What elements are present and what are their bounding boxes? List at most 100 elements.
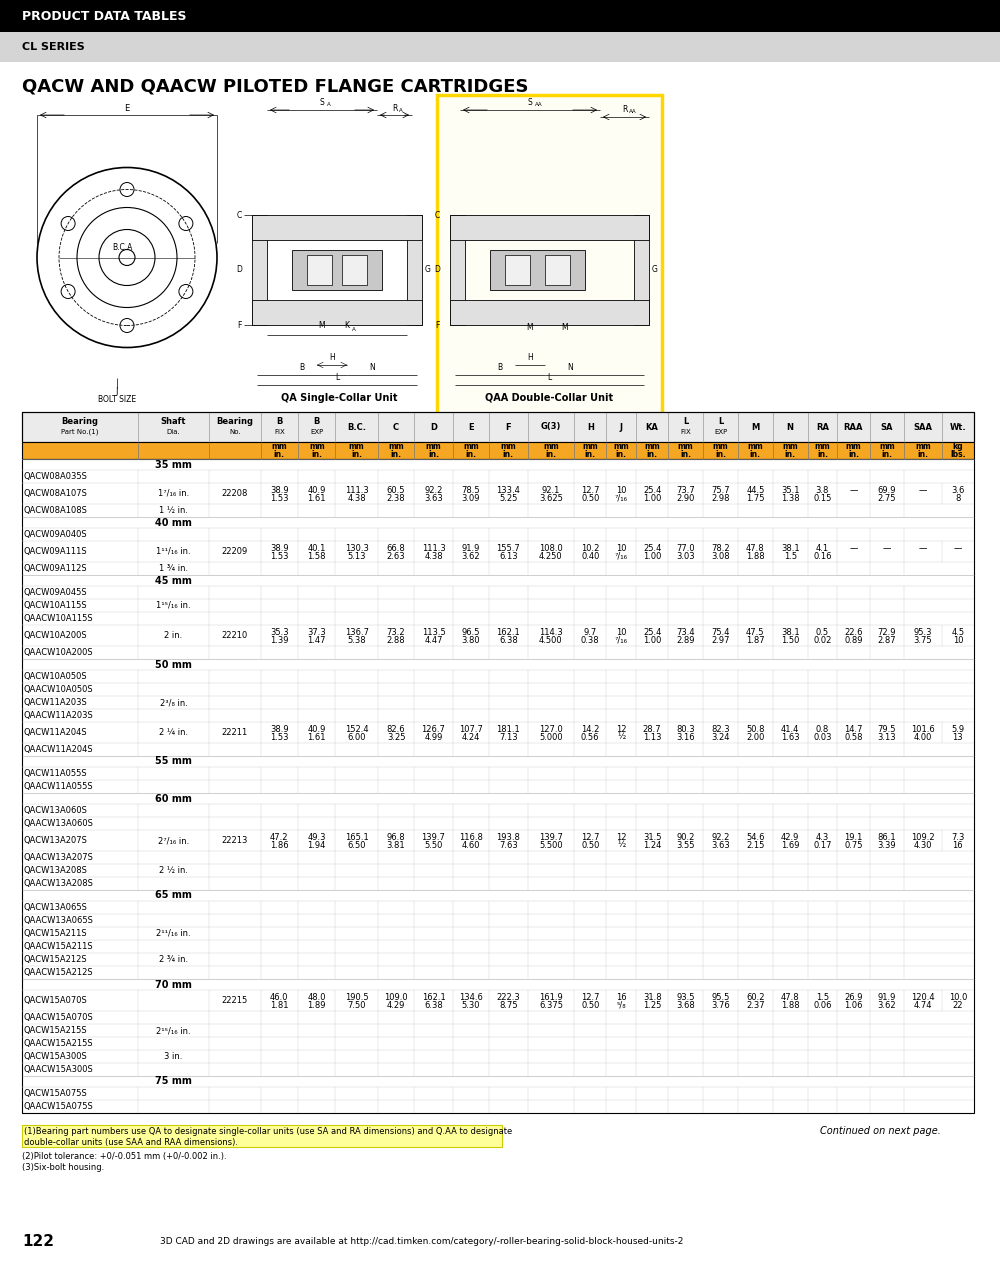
Text: 12: 12 bbox=[616, 724, 626, 733]
Text: 109.0: 109.0 bbox=[384, 993, 408, 1002]
Text: 22208: 22208 bbox=[222, 489, 248, 498]
Text: BOLT SIZE: BOLT SIZE bbox=[98, 396, 136, 404]
Text: QAACW10A050S: QAACW10A050S bbox=[24, 685, 94, 694]
Text: 78.2: 78.2 bbox=[711, 544, 730, 553]
Text: 31.5: 31.5 bbox=[643, 833, 661, 842]
Text: 1.63: 1.63 bbox=[781, 732, 799, 741]
Text: 162.1: 162.1 bbox=[422, 993, 445, 1002]
Text: 109.2: 109.2 bbox=[911, 833, 935, 842]
Bar bbox=[490, 250, 585, 291]
Text: H: H bbox=[527, 353, 533, 362]
Bar bbox=[22, 586, 974, 599]
Text: 3.39: 3.39 bbox=[878, 841, 896, 850]
Text: 5.25: 5.25 bbox=[499, 494, 518, 503]
Bar bbox=[22, 460, 974, 1114]
Text: QACW09A112S: QACW09A112S bbox=[24, 564, 88, 573]
Text: H: H bbox=[329, 353, 335, 362]
Text: 1.88: 1.88 bbox=[781, 1001, 799, 1010]
Text: 0.50: 0.50 bbox=[581, 1001, 599, 1010]
Text: 1⁷/₁₆ in.: 1⁷/₁₆ in. bbox=[158, 489, 189, 498]
Text: QACW13A207S: QACW13A207S bbox=[24, 836, 88, 845]
Text: 222.3: 222.3 bbox=[496, 993, 520, 1002]
Text: 3.16: 3.16 bbox=[676, 732, 695, 741]
Text: in.: in. bbox=[616, 451, 627, 460]
Text: B: B bbox=[314, 416, 320, 425]
Text: 5.000: 5.000 bbox=[539, 732, 563, 741]
Text: 0.5: 0.5 bbox=[816, 628, 829, 637]
Text: QAACW10A200S: QAACW10A200S bbox=[24, 648, 94, 657]
Text: SAA: SAA bbox=[914, 422, 933, 431]
Text: in.: in. bbox=[465, 451, 476, 460]
Text: 45 mm: 45 mm bbox=[155, 576, 192, 585]
Text: mm: mm bbox=[463, 442, 479, 451]
Text: G: G bbox=[425, 265, 431, 274]
Text: 4.3: 4.3 bbox=[816, 833, 829, 842]
Text: F: F bbox=[238, 320, 242, 329]
Text: 75.4: 75.4 bbox=[711, 628, 730, 637]
Text: mm: mm bbox=[613, 442, 629, 451]
Text: L: L bbox=[683, 416, 688, 425]
Text: 2.89: 2.89 bbox=[676, 636, 695, 645]
Text: QAACW13A207S: QAACW13A207S bbox=[24, 852, 94, 861]
Bar bbox=[22, 1125, 502, 1147]
Text: 3.8: 3.8 bbox=[816, 486, 829, 495]
Text: 0.16: 0.16 bbox=[813, 552, 832, 561]
Text: K: K bbox=[344, 321, 350, 330]
Text: 1.06: 1.06 bbox=[844, 1001, 863, 1010]
Text: 4.1: 4.1 bbox=[816, 544, 829, 553]
Text: 4.47: 4.47 bbox=[424, 636, 443, 645]
Text: B.C.A: B.C.A bbox=[112, 243, 132, 252]
Text: in.: in. bbox=[503, 451, 514, 460]
Text: A: A bbox=[352, 326, 356, 332]
Text: C: C bbox=[393, 422, 399, 431]
Text: 95.3: 95.3 bbox=[914, 628, 932, 637]
Text: 3.24: 3.24 bbox=[711, 732, 730, 741]
Text: 50 mm: 50 mm bbox=[155, 659, 192, 669]
Text: J: J bbox=[116, 388, 118, 397]
Text: 10.2: 10.2 bbox=[581, 544, 599, 553]
Text: 41.4: 41.4 bbox=[781, 724, 799, 733]
Text: 38.1: 38.1 bbox=[781, 628, 799, 637]
Text: QAACW15A211S: QAACW15A211S bbox=[24, 942, 94, 951]
Text: PRODUCT DATA TABLES: PRODUCT DATA TABLES bbox=[22, 9, 186, 23]
Text: 35.3: 35.3 bbox=[270, 628, 289, 637]
Text: 114.3: 114.3 bbox=[539, 628, 563, 637]
Text: D: D bbox=[430, 422, 437, 431]
Text: (1)Bearing part numbers use QA to designate single-collar units (use SA and RA d: (1)Bearing part numbers use QA to design… bbox=[24, 1126, 512, 1135]
Text: Part No.(1): Part No.(1) bbox=[61, 429, 99, 435]
Text: QAA Double-Collar Unit: QAA Double-Collar Unit bbox=[485, 393, 614, 403]
Text: 5.50: 5.50 bbox=[424, 841, 443, 850]
Text: RA: RA bbox=[816, 422, 829, 431]
Bar bbox=[22, 767, 974, 780]
Text: 69.9: 69.9 bbox=[878, 486, 896, 495]
Text: 2.87: 2.87 bbox=[878, 636, 896, 645]
Text: mm: mm bbox=[879, 442, 895, 451]
Text: 35 mm: 35 mm bbox=[155, 460, 192, 470]
Text: 2 ¾ in.: 2 ¾ in. bbox=[159, 955, 188, 964]
Text: 0.40: 0.40 bbox=[581, 552, 599, 561]
Text: 10: 10 bbox=[616, 486, 626, 495]
Text: 130.3: 130.3 bbox=[345, 544, 369, 553]
Text: mm: mm bbox=[915, 442, 931, 451]
Text: 25.4: 25.4 bbox=[643, 628, 661, 637]
Text: QA Single-Collar Unit: QA Single-Collar Unit bbox=[281, 393, 398, 403]
Text: QACW11A203S: QACW11A203S bbox=[24, 698, 88, 707]
Text: Shaft: Shaft bbox=[161, 416, 186, 425]
Text: 4.38: 4.38 bbox=[424, 552, 443, 561]
Text: mm: mm bbox=[426, 442, 441, 451]
Text: QAACW11A203S: QAACW11A203S bbox=[24, 710, 94, 719]
Text: 2.37: 2.37 bbox=[746, 1001, 765, 1010]
Text: 12: 12 bbox=[616, 833, 626, 842]
Text: in.: in. bbox=[274, 451, 285, 460]
Text: 38.9: 38.9 bbox=[270, 486, 289, 495]
Text: —: — bbox=[849, 486, 858, 495]
Bar bbox=[545, 255, 570, 285]
Text: 3 in.: 3 in. bbox=[164, 1052, 183, 1061]
Text: 3.76: 3.76 bbox=[711, 1001, 730, 1010]
Text: 73.2: 73.2 bbox=[387, 628, 405, 637]
Text: 0.56: 0.56 bbox=[581, 732, 599, 741]
Text: —: — bbox=[919, 486, 927, 495]
Text: 6.38: 6.38 bbox=[499, 636, 518, 645]
Text: 92.2: 92.2 bbox=[424, 486, 443, 495]
Text: 2⁷/₁₆ in.: 2⁷/₁₆ in. bbox=[158, 836, 189, 845]
